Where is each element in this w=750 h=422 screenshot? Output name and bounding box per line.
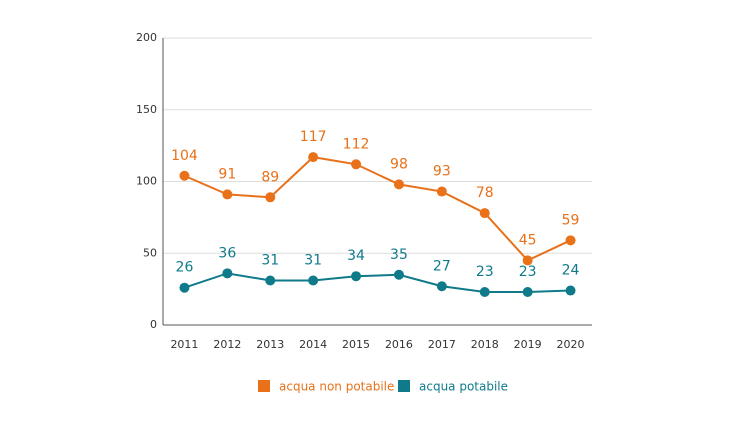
legend-label: acqua potabile <box>419 380 508 394</box>
x-tick-label: 2013 <box>256 338 284 351</box>
data-point <box>565 235 576 246</box>
data-label: 59 <box>562 212 580 228</box>
y-tick-label: 0 <box>150 318 157 331</box>
data-point <box>436 281 447 292</box>
data-label: 98 <box>390 156 408 172</box>
data-label: 36 <box>218 245 236 261</box>
y-tick-label: 150 <box>136 103 157 116</box>
x-tick-label: 2014 <box>299 338 327 351</box>
data-label: 93 <box>433 164 451 180</box>
data-point <box>222 268 233 279</box>
y-tick-label: 200 <box>136 31 157 44</box>
data-point <box>179 282 190 293</box>
data-label: 89 <box>261 169 279 185</box>
data-point <box>479 208 490 219</box>
data-point <box>393 179 404 190</box>
x-tick-label: 2011 <box>170 338 198 351</box>
data-label: 45 <box>519 232 537 248</box>
data-point <box>351 271 362 282</box>
data-point <box>351 159 362 170</box>
x-tick-label: 2017 <box>428 338 456 351</box>
data-point <box>522 255 533 266</box>
series-line <box>184 156 571 262</box>
x-tick-label: 2019 <box>514 338 542 351</box>
data-label: 27 <box>433 258 451 274</box>
data-label: 34 <box>347 248 365 264</box>
data-point <box>393 269 404 280</box>
legend-swatch <box>258 380 270 392</box>
data-label: 35 <box>390 247 408 263</box>
data-label: 23 <box>519 264 537 280</box>
x-tick-label: 2012 <box>213 338 241 351</box>
data-label: 31 <box>304 253 322 269</box>
data-point <box>265 192 276 203</box>
data-point <box>265 275 276 286</box>
x-tick-label: 2018 <box>471 338 499 351</box>
data-point <box>436 186 447 197</box>
data-label: 26 <box>176 260 194 276</box>
data-label: 31 <box>261 253 279 269</box>
x-tick-label: 2016 <box>385 338 413 351</box>
data-point <box>179 170 190 181</box>
data-label: 112 <box>343 136 370 152</box>
x-tick-label: 2015 <box>342 338 370 351</box>
legend-swatch <box>398 380 410 392</box>
data-label: 24 <box>562 263 580 279</box>
data-point <box>222 189 233 200</box>
data-point <box>565 285 576 296</box>
data-label: 91 <box>218 166 236 182</box>
legend-label: acqua non potabile <box>279 380 394 394</box>
data-label: 117 <box>300 129 327 145</box>
data-point <box>522 286 533 297</box>
data-point <box>308 152 319 163</box>
data-point <box>308 275 319 286</box>
y-tick-label: 50 <box>143 246 157 259</box>
x-tick-label: 2020 <box>557 338 585 351</box>
data-point <box>479 286 490 297</box>
data-label: 23 <box>476 264 494 280</box>
y-tick-label: 100 <box>136 175 157 188</box>
series-line <box>184 272 571 293</box>
data-label: 104 <box>171 148 198 164</box>
data-label: 78 <box>476 185 494 201</box>
